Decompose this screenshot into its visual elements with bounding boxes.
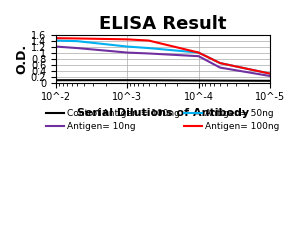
Y-axis label: O.D.: O.D. [15,44,28,74]
Title: ELISA Result: ELISA Result [99,15,227,33]
X-axis label: Serial Dilutions of Antibody: Serial Dilutions of Antibody [77,108,249,118]
Legend: Control Antigen = 100ng, Antigen= 10ng, Antigen= 50ng, Antigen= 100ng: Control Antigen = 100ng, Antigen= 10ng, … [43,105,283,135]
